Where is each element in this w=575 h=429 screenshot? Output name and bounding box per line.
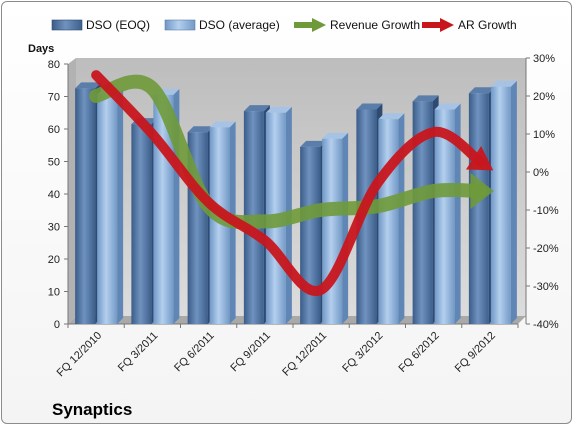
- y2-tick-label: 30%: [533, 53, 555, 65]
- chart-frame: DSO (EOQ) DSO (average) Revenue Growth A…: [1, 1, 572, 424]
- bar-dso-average: [434, 103, 461, 324]
- growth-lines: [89, 70, 494, 296]
- legend-label-dso-average: DSO (average): [199, 18, 280, 32]
- legend-label-ar-growth: AR Growth: [458, 18, 517, 32]
- y2-tick-label: -20%: [533, 243, 559, 255]
- legend-swatch-ar-growth: [422, 18, 454, 32]
- y2-tick-label: 10%: [533, 129, 555, 141]
- y-tick-label: 80: [48, 59, 60, 71]
- y2-tick-label: -40%: [533, 319, 559, 331]
- bar-dso-average: [322, 132, 349, 324]
- bar-dso-average: [97, 88, 124, 324]
- y-tick-label: 70: [48, 92, 60, 104]
- legend: DSO (EOQ) DSO (average) Revenue Growth A…: [51, 18, 517, 32]
- x-tick-label: FQ 9/2012: [453, 330, 498, 375]
- legend-swatch-revenue-growth: [294, 18, 326, 32]
- y-tick-label: 30: [48, 222, 60, 234]
- x-axis-ticks: FQ 12/2010 FQ 3/2011 FQ 6/2011 FQ 9/2011 FQ …: [55, 324, 519, 380]
- ar-growth-line: [91, 70, 494, 296]
- y-tick-label: 40: [48, 189, 60, 201]
- y-axis-ticks: 0 10 20 30 40 50 60 70 80: [48, 59, 68, 331]
- y2-tick-label: -10%: [533, 205, 559, 217]
- company-name: Synaptics: [52, 400, 133, 419]
- legend-swatch-dso-eoq: [51, 19, 83, 31]
- y2-axis-ticks: -40% -30% -20% -10% 0% 10% 20% 30%: [526, 53, 559, 331]
- y-tick-label: 60: [48, 124, 60, 136]
- y-tick-label: 10: [48, 287, 60, 299]
- y2-tick-label: 20%: [533, 91, 555, 103]
- legend-label-dso-eoq: DSO (EOQ): [86, 18, 150, 32]
- x-tick-label: FQ 6/2011: [172, 330, 217, 375]
- x-tick-label: FQ 6/2012: [397, 330, 442, 375]
- ar-growth-line-arrowhead: [465, 145, 494, 171]
- bar-dso-average: [378, 113, 405, 324]
- x-tick-label: FQ 12/2010: [55, 330, 105, 380]
- y2-tick-label: 0%: [533, 167, 549, 179]
- y-tick-label: 20: [48, 254, 60, 266]
- bar-dso-average: [490, 80, 517, 324]
- plot-floor: [68, 316, 526, 324]
- legend-swatch-dso-average: [164, 19, 196, 31]
- x-tick-label: FQ 12/2011: [280, 330, 329, 379]
- x-tick-label: FQ 3/2011: [116, 330, 161, 375]
- x-tick-label: FQ 9/2011: [228, 330, 273, 375]
- y2-tick-label: -30%: [533, 281, 559, 293]
- y-tick-label: 50: [48, 157, 60, 169]
- plot-side-wall: [68, 58, 76, 324]
- x-tick-label: FQ 3/2012: [340, 330, 385, 375]
- revenue-growth-line-arrowhead: [470, 173, 494, 209]
- y-tick-label: 0: [54, 319, 60, 331]
- y-axis-title: Days: [28, 43, 54, 55]
- revenue-growth-line: [89, 74, 494, 230]
- legend-label-revenue-growth: Revenue Growth: [330, 18, 420, 32]
